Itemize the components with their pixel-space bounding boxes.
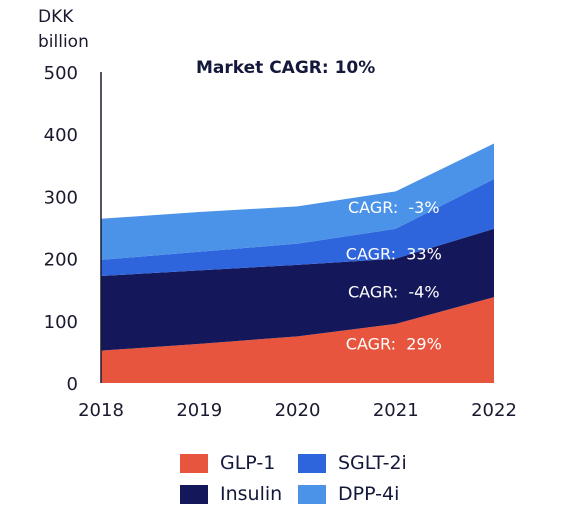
- legend-item-sglt2i: SGLT-2i: [298, 452, 407, 474]
- legend-label-insulin: Insulin: [220, 483, 283, 505]
- y-tick-label: 100: [44, 312, 78, 333]
- y-tick-label: 500: [44, 63, 78, 84]
- y-axis-unit-line-1: DKK: [38, 7, 74, 27]
- x-tick-label: 2021: [373, 400, 419, 421]
- area-dpp4i: [101, 143, 494, 260]
- x-tick-label: 2018: [78, 400, 124, 421]
- cagr-label-dpp4i: CAGR: -3%: [348, 198, 440, 217]
- x-tick-label: 2022: [471, 400, 517, 421]
- legend-item-glp1: GLP-1: [180, 452, 275, 474]
- legend-swatch-sglt2i: [298, 453, 326, 473]
- legend-item-dpp4i: DPP-4i: [298, 483, 399, 505]
- x-tick-label: 2020: [275, 400, 321, 421]
- y-axis-unit-line-2: billion: [38, 32, 89, 52]
- legend-item-insulin: Insulin: [180, 483, 282, 505]
- legend-label-dpp4i: DPP-4i: [338, 483, 400, 505]
- y-tick-label: 0: [67, 374, 78, 395]
- y-tick-label: 300: [44, 187, 78, 208]
- legend-swatch-glp1: [180, 453, 208, 473]
- cagr-label-glp1: CAGR: 29%: [346, 334, 442, 353]
- legend-label-glp1: GLP-1: [220, 452, 276, 474]
- legend-label-sglt2i: SGLT-2i: [338, 452, 407, 474]
- y-tick-label: 400: [44, 125, 78, 146]
- chart-title: Market CAGR: 10%: [196, 58, 376, 78]
- stacked-area-chart: 0 100 200 300 400 500 2018 2019 2020 2021 2022 CAGR…: [44, 63, 517, 421]
- x-tick-label: 2019: [176, 400, 222, 421]
- legend: GLP-1 SGLT-2i Insulin DPP-4i: [180, 452, 520, 508]
- cagr-label-insulin: CAGR: -4%: [348, 282, 440, 301]
- legend-swatch-dpp4i: [298, 484, 326, 504]
- area-glp1: [101, 297, 494, 383]
- cagr-label-sglt2i: CAGR: 33%: [346, 245, 442, 264]
- legend-swatch-insulin: [180, 484, 208, 504]
- area-insulin: [101, 228, 494, 351]
- y-tick-label: 200: [44, 250, 78, 271]
